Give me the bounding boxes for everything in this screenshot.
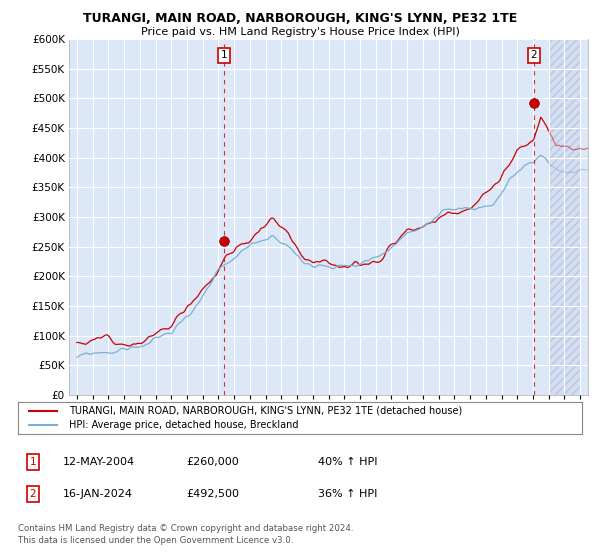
Text: 40% ↑ HPI: 40% ↑ HPI — [318, 457, 377, 467]
Text: 2: 2 — [530, 50, 537, 60]
Text: £260,000: £260,000 — [186, 457, 239, 467]
Text: TURANGI, MAIN ROAD, NARBOROUGH, KING'S LYNN, PE32 1TE (detached house): TURANGI, MAIN ROAD, NARBOROUGH, KING'S L… — [69, 405, 462, 416]
Text: TURANGI, MAIN ROAD, NARBOROUGH, KING'S LYNN, PE32 1TE: TURANGI, MAIN ROAD, NARBOROUGH, KING'S L… — [83, 12, 517, 25]
Text: 1: 1 — [221, 50, 227, 60]
Bar — [548, 39, 580, 395]
Text: HPI: Average price, detached house, Breckland: HPI: Average price, detached house, Brec… — [69, 420, 298, 430]
Text: 36% ↑ HPI: 36% ↑ HPI — [318, 489, 377, 499]
Text: 12-MAY-2004: 12-MAY-2004 — [63, 457, 135, 467]
Text: 16-JAN-2024: 16-JAN-2024 — [63, 489, 133, 499]
Text: Contains HM Land Registry data © Crown copyright and database right 2024.
This d: Contains HM Land Registry data © Crown c… — [18, 524, 353, 545]
Text: £492,500: £492,500 — [186, 489, 239, 499]
Text: 2: 2 — [29, 489, 37, 499]
Bar — [548, 39, 580, 395]
Text: 1: 1 — [29, 457, 37, 467]
Text: Price paid vs. HM Land Registry's House Price Index (HPI): Price paid vs. HM Land Registry's House … — [140, 27, 460, 37]
